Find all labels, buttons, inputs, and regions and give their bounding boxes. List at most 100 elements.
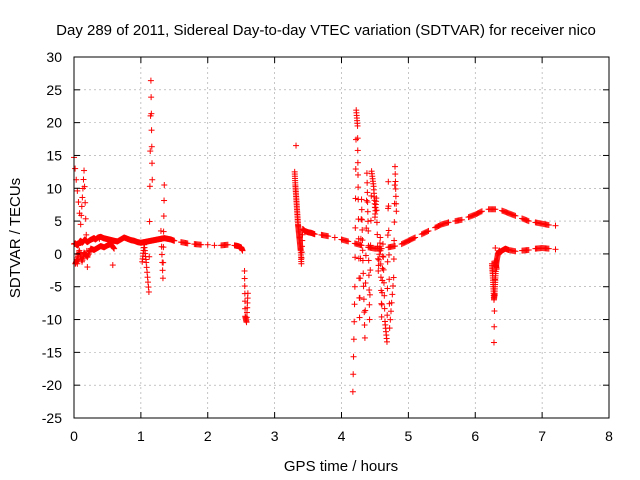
data-point xyxy=(148,94,155,101)
data-point xyxy=(357,255,364,262)
data-point xyxy=(371,200,378,207)
data-point xyxy=(386,276,393,283)
data-point xyxy=(366,316,373,323)
data-point xyxy=(350,371,357,378)
data-point xyxy=(363,225,370,232)
data-point xyxy=(352,224,359,231)
data-point xyxy=(376,251,383,258)
data-point xyxy=(160,228,167,235)
data-point xyxy=(359,216,366,223)
data-point xyxy=(375,267,382,274)
data-point xyxy=(160,213,167,220)
data-point xyxy=(72,165,79,172)
data-point xyxy=(161,181,168,188)
y-tick-label: 20 xyxy=(46,115,62,131)
x-tick-label: 3 xyxy=(271,428,279,444)
data-point xyxy=(362,307,369,314)
data-point xyxy=(354,159,361,166)
data-point xyxy=(365,218,372,225)
y-tick-label: -20 xyxy=(42,377,62,393)
data-point xyxy=(378,313,385,320)
data-point xyxy=(364,179,371,186)
data-point xyxy=(384,285,391,292)
data-point xyxy=(491,276,498,283)
data-point xyxy=(356,294,363,301)
grid xyxy=(74,57,609,418)
data-point xyxy=(392,185,399,192)
data-point xyxy=(444,219,451,226)
data-point xyxy=(491,206,498,213)
data-point xyxy=(356,314,363,321)
data-point xyxy=(352,254,359,261)
data-point xyxy=(390,256,397,263)
data-point xyxy=(366,287,373,294)
data-point xyxy=(157,227,164,234)
data-point xyxy=(403,238,410,245)
data-point xyxy=(385,227,392,234)
data-point xyxy=(298,249,305,256)
data-point xyxy=(544,245,551,252)
data-point xyxy=(241,283,248,290)
data-point xyxy=(160,259,167,266)
x-tick-label: 5 xyxy=(404,428,412,444)
data-point xyxy=(379,253,386,260)
data-point xyxy=(380,279,387,286)
data-point xyxy=(360,270,367,277)
data-point xyxy=(211,242,218,249)
y-tick-label: -10 xyxy=(42,312,62,328)
data-point xyxy=(379,289,386,296)
data-point xyxy=(365,272,372,279)
data-point xyxy=(360,283,367,290)
y-axis-label: SDTVAR / TECUs xyxy=(7,178,24,298)
data-point xyxy=(354,120,361,127)
data-point xyxy=(367,267,374,274)
data-point xyxy=(364,199,371,206)
data-point xyxy=(380,253,387,260)
data-point xyxy=(146,183,153,190)
data-point xyxy=(83,247,90,254)
data-point xyxy=(373,207,380,214)
data-point xyxy=(351,283,358,290)
data-point xyxy=(385,178,392,185)
data-point xyxy=(392,178,399,185)
data-point xyxy=(364,208,371,215)
data-point xyxy=(387,316,394,323)
data-point xyxy=(358,216,365,223)
data-point xyxy=(391,182,398,189)
data-point xyxy=(148,110,155,117)
data-point xyxy=(457,216,464,223)
data-point xyxy=(110,244,117,251)
axis-ticks: 0 1 2 3 4 5 6 7 8 -25 -20 -15 -10 -5 0 5 10 15 20 25 30 xyxy=(42,49,613,444)
data-point xyxy=(355,184,362,191)
data-point xyxy=(147,148,154,155)
data-point xyxy=(423,229,430,236)
data-point xyxy=(241,290,248,297)
data-point xyxy=(149,160,156,167)
y-tick-label: 10 xyxy=(46,180,62,196)
data-point xyxy=(552,246,559,253)
data-point xyxy=(148,143,155,150)
data-point xyxy=(350,336,357,343)
data-point xyxy=(389,282,396,289)
data-point xyxy=(370,180,377,187)
x-tick-label: 0 xyxy=(70,428,78,444)
data-point xyxy=(380,266,387,273)
data-point xyxy=(147,77,154,84)
y-tick-label: 30 xyxy=(46,49,62,65)
data-point xyxy=(84,264,91,271)
data-point xyxy=(493,264,500,271)
data-point xyxy=(511,212,518,219)
data-point xyxy=(146,253,153,260)
data-point xyxy=(388,299,395,306)
data-point xyxy=(392,171,399,178)
data-point xyxy=(393,200,400,207)
data-point xyxy=(362,252,369,259)
y-tick-label: 15 xyxy=(46,147,62,163)
data-point xyxy=(241,267,248,274)
data-point xyxy=(367,242,374,249)
data-point xyxy=(352,166,359,173)
data-point xyxy=(145,284,152,291)
data-point xyxy=(524,217,531,224)
data-point xyxy=(311,230,318,237)
data-point xyxy=(376,240,383,247)
